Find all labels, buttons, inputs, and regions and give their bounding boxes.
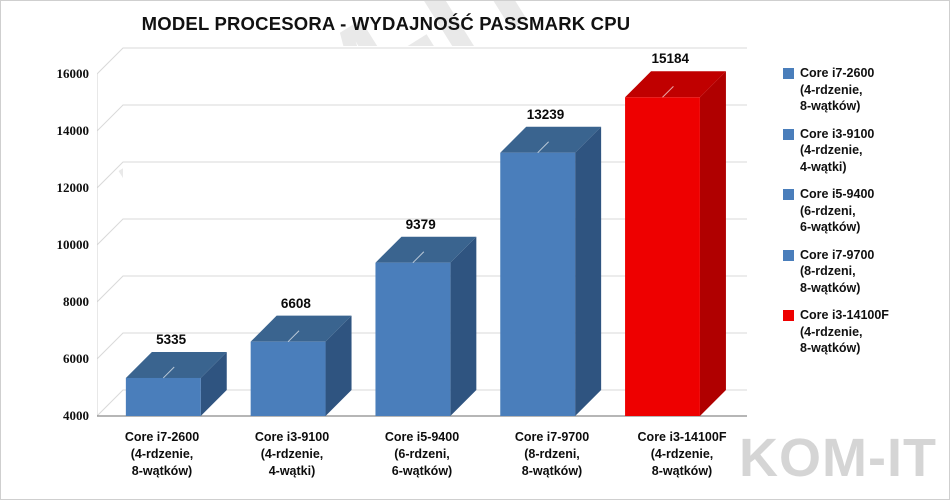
x-axis-label-line: Core i3-9100 [254,430,330,444]
x-axis-label-2: Core i3-9100 (4-rdzenie, 4-wątki) [227,425,357,495]
bar-5 [625,71,726,417]
bar-top-seam [537,141,549,154]
bar-front-face [625,97,700,417]
legend-label-line: 6-wątków) [800,220,861,234]
legend-label: Core i7-2600 (4-rdzenie, 8-wątków) [800,65,874,115]
x-axis-label-line: Core i7-9700 [514,430,590,444]
x-axis-label-line: 8-wątków) [651,464,713,478]
chart-title: MODEL PROCESORA - WYDAJNOŚĆ PASSMARK CPU [141,13,631,34]
x-axis-label-line: (4-rdzenie, [650,447,714,461]
y-axis-tick-label: 12000 [56,180,90,195]
x-axis-label-line: Core i5-9400 [384,430,460,444]
legend-label-line: Core i7-9700 [800,247,875,262]
legend-label-line: Core i5-9400 [800,187,875,201]
legend-swatch-icon [783,310,794,321]
bar-side-face [450,236,477,416]
x-axis-label-line: (4-rdzenie, [260,447,324,461]
legend-label: Core i3-14100F (4-rdzenie, 8-wątków) [800,307,889,357]
y-axis-tick-label: 10000 [56,237,90,252]
legend-label-line: (4-rdzenie, [800,82,863,97]
legend-label-line: Core i3-9100 [800,126,875,141]
legend-label: Core i3-9100 (4-rdzenie, 4-wątki) [800,126,874,176]
bar-3 [375,236,477,416]
bar-side-face [699,71,726,417]
bar-front-face [500,152,576,416]
bar-side-face [575,126,602,416]
legend-label-line: 8-wątków) [800,280,861,295]
bar-top-seam [162,366,175,379]
legend-label-line: 8-wątków) [800,99,861,113]
x-axis-label-1: Core i7-2600 (4-rdzenie, 8-wątków) [97,425,227,495]
legend-swatch-icon [783,189,794,200]
chart-svg [97,46,747,417]
legend-label-line: (4-rdzenie, [800,324,863,339]
legend-item-5[interactable]: Core i3-14100F (4-rdzenie, 8-wątków) [783,307,943,357]
bar-1 [125,351,227,416]
bar-front-face [375,262,451,416]
gridline [97,104,747,132]
bar-top-face [500,126,602,153]
legend-label: Core i7-9700 (8-rdzeni, 8-wątków) [800,247,874,297]
chart-legend: Core i7-2600 (4-rdzenie, 8-wątków) Core i3-… [783,65,943,368]
bar-top-face [375,236,477,263]
legend-label: Core i5-9400 (6-rdzeni, 6-wątków) [800,186,874,236]
legend-label-line: 4-wątki) [800,159,847,174]
x-axis-label-line: 8-wątków) [131,464,193,478]
x-axis-label-line: Core i7-2600 [124,430,200,444]
y-axis-tick-label: 4000 [63,408,89,423]
watermark-corner: KOM-IT [739,428,937,488]
x-axis-label-line: Core i3-14100F [637,430,727,444]
legend-item-4[interactable]: Core i7-9700 (8-rdzeni, 8-wątków) [783,247,943,297]
legend-label-line: (8-rdzeni, [800,264,856,278]
gridline [97,47,747,75]
y-axis-tick-label: 6000 [63,351,89,366]
legend-item-2[interactable]: Core i3-9100 (4-rdzenie, 4-wątki) [783,126,943,176]
bar-2 [250,315,352,416]
x-axis-label-5: Core i3-14100F (4-rdzenie, 8-wątków) [617,425,747,495]
x-axis-label-line: (4-rdzenie, [130,447,194,461]
legend-label-line: (4-rdzenie, [800,143,863,157]
bar-top-seam [287,330,300,343]
bar-front-face [125,377,201,416]
bar-top-face [250,315,352,342]
x-axis-label-3: Core i5-9400 (6-rdzeni, 6-wątków) [357,425,487,495]
legend-label-line: Core i3-14100F [800,308,889,322]
data-label-1: 5335 [156,331,187,347]
bar-top-seam [662,85,674,98]
data-label-3: 9379 [405,216,436,232]
bar-top-seam [412,251,425,264]
legend-item-1[interactable]: Core i7-2600 (4-rdzenie, 8-wątków) [783,65,943,115]
bar-side-face [200,351,227,416]
bar-4 [500,126,602,416]
x-axis-label-line: (8-rdzeni, [524,447,580,461]
legend-label-line: 8-wątków) [800,341,861,355]
data-label-5: 15184 [651,51,690,67]
plot-area [97,46,747,421]
legend-swatch-icon [783,68,794,79]
y-axis-tick-label: 14000 [56,123,90,138]
x-axis-labels: Core i7-2600 (4-rdzenie, 8-wątków) Core i3-… [97,425,747,495]
bar-side-face [325,315,352,416]
bar-top-face [125,351,227,378]
x-axis-label-line: 4-wątki) [268,464,316,478]
y-axis-tick-label: 8000 [63,294,89,309]
data-label-2: 6608 [280,295,311,311]
x-axis-label-4: Core i7-9700 (8-rdzeni, 8-wątków) [487,425,617,495]
legend-label-line: (6-rdzeni, [800,203,856,218]
y-axis: 4000 6000 8000 10000 12000 14000 16000 [9,1,90,499]
legend-swatch-icon [783,249,794,261]
x-axis-label-line: (6-rdzeni, [394,447,450,461]
legend-item-3[interactable]: Core i5-9400 (6-rdzeni, 6-wątków) [783,186,943,236]
y-axis-tick-label: 16000 [56,66,90,81]
x-axis-label-line: 8-wątków) [521,464,583,478]
bar-front-face [250,341,326,416]
x-axis-label-line: 6-wątków) [391,464,453,478]
legend-label-line: Core i7-2600 [800,66,875,80]
legend-swatch-icon [783,128,794,140]
bar-top-face [625,71,726,98]
data-label-4: 13239 [526,106,565,122]
